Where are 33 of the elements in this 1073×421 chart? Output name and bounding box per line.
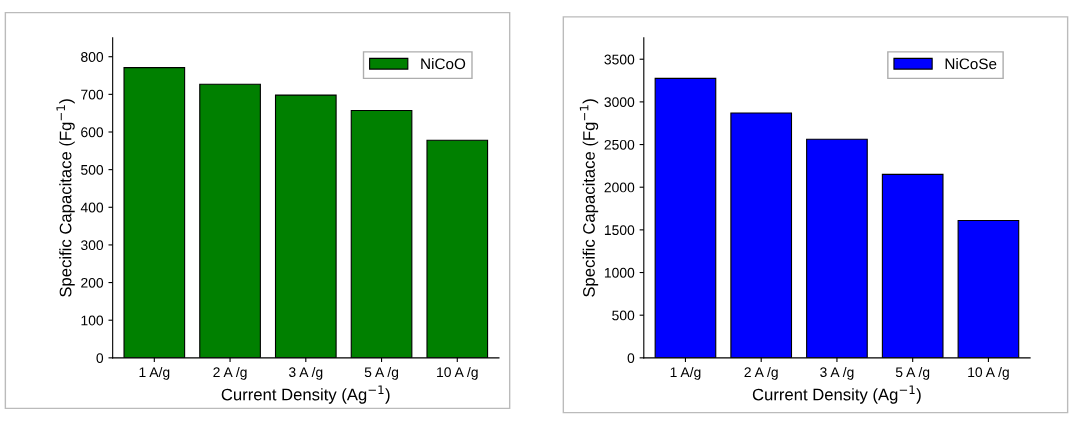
y-tick-label: 800	[81, 52, 104, 62]
y-tick-label: 500	[81, 164, 104, 175]
y-tick-label: 100	[81, 315, 104, 326]
x-axis-title: Current Density (Ag$^{−1}$)	[752, 385, 921, 404]
y-tick-label: 3000	[604, 97, 635, 108]
y-axis-title: Specific Capacitace (Fg$^{−1}$)	[579, 99, 599, 297]
y-tick-label: 400	[80, 202, 104, 213]
x-axis-title: Current Density (Ag$^{−1}$)	[221, 385, 390, 404]
x-tick-label: 2 A /g	[213, 366, 247, 380]
y-tick-label: 600	[81, 127, 104, 138]
x-tick-label: 3 A /g	[820, 366, 854, 380]
y-tick-label: 300	[81, 240, 104, 251]
y-tick-label: 700	[81, 89, 104, 100]
x-tick-label: 1 A/g	[670, 366, 701, 380]
y-tick-label: 2500	[604, 139, 635, 150]
x-tick-label: 2 A /g	[744, 366, 778, 380]
legend-label: NiCoO	[421, 58, 466, 70]
y-tick-label: 3500	[604, 54, 635, 65]
y-tick-label: 200	[81, 277, 104, 288]
y-tick-label: 2000	[604, 182, 635, 193]
x-tick-label: 10 A /g	[968, 366, 1009, 380]
x-tick-label: 10 A /g	[437, 366, 478, 380]
y-tick-label: 0	[96, 353, 104, 364]
x-tick-label: 5 A /g	[895, 366, 930, 380]
legend-label: NiCoSe	[945, 58, 997, 70]
y-tick-label: 500	[612, 310, 635, 321]
y-tick-label: 1000	[604, 267, 635, 278]
x-tick-label: 3 A /g	[288, 366, 323, 380]
x-tick-label: 1 A/g	[139, 366, 170, 380]
y-tick-label: 1500	[604, 225, 635, 236]
y-tick-label: 0	[627, 353, 635, 364]
x-tick-label: 5 A /g	[364, 366, 399, 380]
y-axis-title: Specific Capacitace (Fg$^{−1}$)	[56, 99, 75, 297]
